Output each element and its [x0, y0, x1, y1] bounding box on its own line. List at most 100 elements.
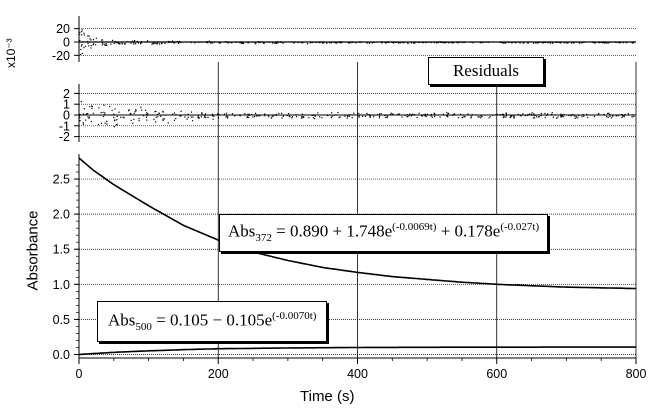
residual-point	[386, 117, 388, 119]
residual-point	[190, 111, 193, 113]
eq372-exponent-1: (-0.0069t)	[392, 221, 437, 233]
residual-point	[79, 31, 81, 33]
residual-point	[80, 101, 82, 103]
residual-point	[146, 114, 148, 117]
residual-point	[240, 41, 243, 43]
residual-point	[141, 41, 143, 43]
residual-point	[366, 112, 368, 115]
residual-point	[425, 115, 427, 118]
residual-point	[571, 42, 573, 44]
residual-point	[258, 42, 260, 44]
residual-point	[203, 116, 206, 118]
residual-point	[621, 116, 623, 119]
residual-point	[225, 112, 228, 114]
residual-point	[502, 116, 505, 119]
residual-point	[477, 116, 479, 118]
residual-point	[153, 41, 155, 43]
residual-point	[101, 44, 103, 46]
residual-point	[386, 115, 389, 118]
residual-point	[359, 41, 361, 44]
residual-point	[605, 116, 608, 118]
residual-point	[502, 42, 504, 44]
residual-point	[238, 114, 240, 116]
residual-point	[85, 113, 87, 115]
residual-point	[480, 115, 482, 117]
residual-point	[217, 116, 219, 119]
residual-point	[433, 112, 435, 114]
residual-point	[104, 122, 106, 124]
y-axis-scale-multiplier: x10⁻³	[4, 38, 18, 68]
residual-point	[81, 44, 83, 46]
residual-point	[319, 41, 321, 43]
residual-point	[503, 114, 505, 116]
residual-point	[612, 115, 614, 117]
residual-point	[331, 115, 333, 117]
x-tick-label: 600	[486, 367, 507, 381]
residual-point	[461, 116, 464, 119]
residual-point	[481, 115, 483, 118]
residual-point	[281, 117, 283, 119]
residual-point	[336, 42, 338, 44]
residual-point	[431, 116, 433, 118]
residual-point	[226, 117, 228, 119]
residual-point	[134, 111, 136, 113]
eq372-lhs: Abs	[228, 221, 256, 241]
residual-point	[101, 39, 104, 41]
residual-point	[93, 43, 95, 45]
residual-point	[140, 106, 142, 108]
residual-point	[218, 114, 220, 116]
residual-point	[423, 114, 425, 116]
residual-point	[463, 41, 466, 44]
residual-point	[469, 114, 472, 116]
residual-point	[437, 114, 440, 116]
residual-point	[308, 117, 310, 119]
equation-abs500-box: Abs500 = 0.105 − 0.105e(-0.0070t)	[97, 301, 328, 343]
residual-point	[130, 42, 132, 44]
residual-point	[605, 42, 608, 44]
absorbance-y-tick-label: 1.0	[53, 278, 70, 292]
residual-point	[371, 42, 373, 44]
residual-point	[218, 41, 220, 43]
residual-point	[623, 115, 625, 117]
residual-point	[384, 41, 386, 43]
residual-point	[352, 41, 354, 43]
residual-point	[103, 43, 105, 45]
residual-point	[443, 42, 445, 44]
residual-point	[190, 116, 193, 118]
residual-point	[337, 41, 340, 43]
residual-point	[448, 112, 450, 114]
residual-point	[206, 41, 208, 43]
residual-point	[91, 105, 93, 107]
residual-point	[201, 113, 203, 115]
residual-point	[542, 42, 544, 44]
residual-point	[87, 35, 89, 37]
residual-point	[201, 112, 203, 114]
residual-point	[250, 114, 253, 116]
residual-point	[302, 42, 304, 44]
residual-point	[433, 42, 435, 44]
residual-point	[276, 42, 278, 44]
residual-point	[116, 115, 118, 118]
residual-point	[597, 113, 599, 115]
residual-point	[218, 42, 220, 44]
residual-point	[378, 115, 381, 117]
residual-point	[390, 112, 392, 114]
residual-point	[582, 114, 584, 116]
residual-point	[205, 41, 207, 43]
residual-point	[558, 41, 560, 44]
residual-point	[291, 117, 293, 119]
residual-point	[501, 41, 503, 43]
residual-point	[204, 114, 206, 116]
residual-point	[297, 41, 299, 44]
residual-point	[533, 113, 535, 115]
residual-point	[600, 41, 602, 43]
residual-point	[348, 115, 350, 117]
residual-point	[192, 116, 194, 118]
residual-point	[339, 116, 341, 118]
residual-point	[230, 41, 232, 43]
residual-point	[191, 120, 194, 122]
residual-point	[103, 104, 105, 106]
residual-point	[567, 42, 569, 44]
residual-point	[549, 42, 552, 44]
residual-point	[452, 114, 454, 116]
